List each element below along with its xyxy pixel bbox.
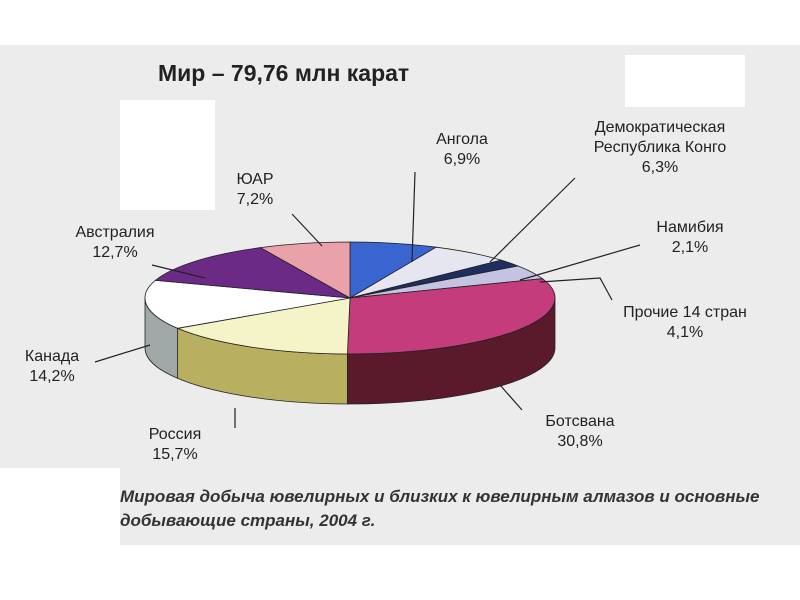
slice-label: ЮАР 7,2% (237, 170, 274, 210)
leader-line (94, 344, 151, 363)
slice-label: Прочие 14 стран 4,1% (623, 303, 747, 343)
value-label: 14,2% (29, 368, 75, 385)
slice-label: Австралия 12,7% (75, 223, 154, 263)
category-label: Россия (148, 426, 202, 443)
slice-label: Ангола 6,9% (436, 130, 488, 170)
scan-patch (625, 55, 745, 107)
value-label: 30,8% (557, 433, 603, 450)
slice-label: Россия 15,7% (149, 425, 201, 465)
category-label: ЮАР (236, 171, 274, 188)
scan-patch (0, 468, 120, 548)
category-label: Ботсвана (545, 413, 615, 430)
category-label: Канада (24, 348, 80, 365)
leader-line (539, 277, 613, 301)
value-label: 6,9% (443, 151, 481, 168)
caption: Мировая добыча ювелирных и близких к юве… (120, 487, 760, 530)
slice-label: Намибия 2,1% (656, 218, 723, 258)
slice (347, 278, 556, 355)
slice-label: Демократическая Республика Конго 6,3% (560, 118, 760, 178)
leader-line (519, 244, 641, 281)
slice-label: Канада 14,2% (25, 347, 79, 387)
slice (259, 241, 351, 299)
scan-patch (0, 545, 800, 600)
value-label: 4,1% (666, 324, 704, 341)
slice (144, 279, 351, 329)
slice (176, 297, 351, 355)
value-label: 6,3% (641, 159, 679, 176)
category-label: Ангола (436, 131, 488, 148)
value-label: 12,7% (92, 244, 138, 261)
value-label: 7,2% (236, 191, 274, 208)
leader-line (411, 171, 416, 263)
category-label: Намибия (656, 219, 724, 236)
leader-line (499, 384, 523, 411)
chart-title: Мир – 79,76 млн карат (158, 60, 410, 86)
value-label: 15,7% (152, 446, 198, 463)
leader-line (151, 264, 206, 279)
slice (154, 247, 351, 299)
category-label: Прочие 14 стран (623, 304, 747, 321)
scan-patch (120, 100, 215, 210)
slice-label: Ботсвана 30,8% (545, 412, 614, 452)
category-label: Австралия (75, 224, 155, 241)
value-label: 2,1% (671, 239, 709, 256)
leader-line (489, 177, 576, 263)
category-label: Демократическая Республика Конго (593, 119, 727, 156)
leader-line (291, 213, 323, 247)
